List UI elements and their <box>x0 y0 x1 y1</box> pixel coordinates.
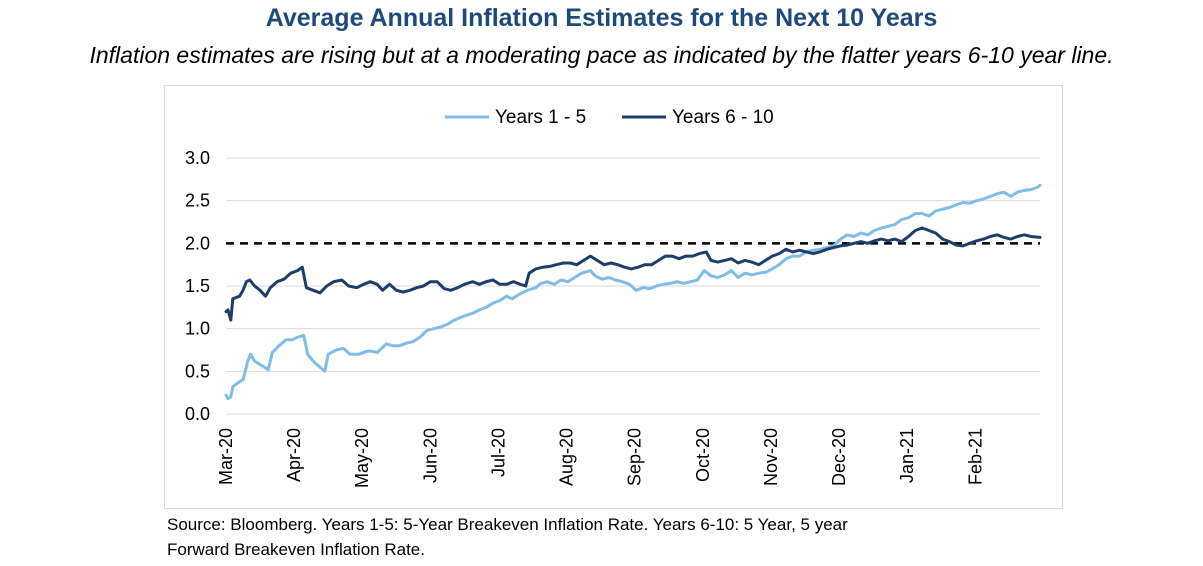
legend-label-2: Years 6 - 10 <box>672 107 774 128</box>
chart-title: Average Annual Inflation Estimates for t… <box>265 4 938 32</box>
x-tick-label: Feb-21 <box>965 428 985 485</box>
x-tick-label: Jun-20 <box>420 428 440 483</box>
series-lines <box>224 183 1042 401</box>
y-tick-label: 3.0 <box>185 148 210 168</box>
x-tick-label: May-20 <box>352 428 372 488</box>
gridlines <box>226 157 1040 415</box>
x-tick-label: Oct-20 <box>693 428 713 482</box>
y-tick-label: 0.5 <box>185 361 210 381</box>
x-tick-label: Sep-20 <box>625 428 645 486</box>
y-tick-label: 1.5 <box>185 276 210 296</box>
source-line-1: Source: Bloomberg. Years 1-5: 5-Year Bre… <box>167 515 848 534</box>
x-tick-label: Mar-20 <box>216 428 236 485</box>
x-tick-label: Nov-20 <box>761 428 781 486</box>
y-tick-label: 2.5 <box>185 191 210 211</box>
x-axis-tick-labels: Mar-20 Apr-20 May-20 Jun-20 Jul-20 Aug-20 Sep-… <box>216 428 985 488</box>
x-tick-label: Apr-20 <box>284 428 304 482</box>
x-tick-label: Jan-21 <box>897 428 917 483</box>
source-note: Source: Bloomberg. Years 1-5: 5-Year Bre… <box>167 512 1167 562</box>
y-tick-label: 2.0 <box>185 233 210 253</box>
legend: Years 1 - 5 Years 6 - 10 <box>445 107 774 128</box>
source-line-2: Forward Breakeven Inflation Rate. <box>167 540 425 559</box>
chart-frame <box>164 85 1063 509</box>
series-line-1 <box>224 183 1042 401</box>
y-tick-label: 1.0 <box>185 319 210 339</box>
x-tick-label: Jul-20 <box>488 428 508 477</box>
y-tick-label: 0.0 <box>185 404 210 424</box>
y-axis-tick-labels: 0.0 0.5 1.0 1.5 2.0 2.5 3.0 <box>185 148 210 424</box>
series-line-2 <box>224 226 1042 322</box>
x-tick-label: Dec-20 <box>829 428 849 486</box>
legend-label-1: Years 1 - 5 <box>495 107 586 128</box>
chart-subtitle: Inflation estimates are rising but at a … <box>89 42 1114 68</box>
x-tick-label: Aug-20 <box>557 428 577 486</box>
